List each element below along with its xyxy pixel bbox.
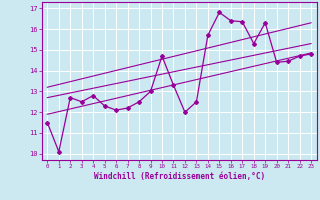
X-axis label: Windchill (Refroidissement éolien,°C): Windchill (Refroidissement éolien,°C) (94, 172, 265, 181)
